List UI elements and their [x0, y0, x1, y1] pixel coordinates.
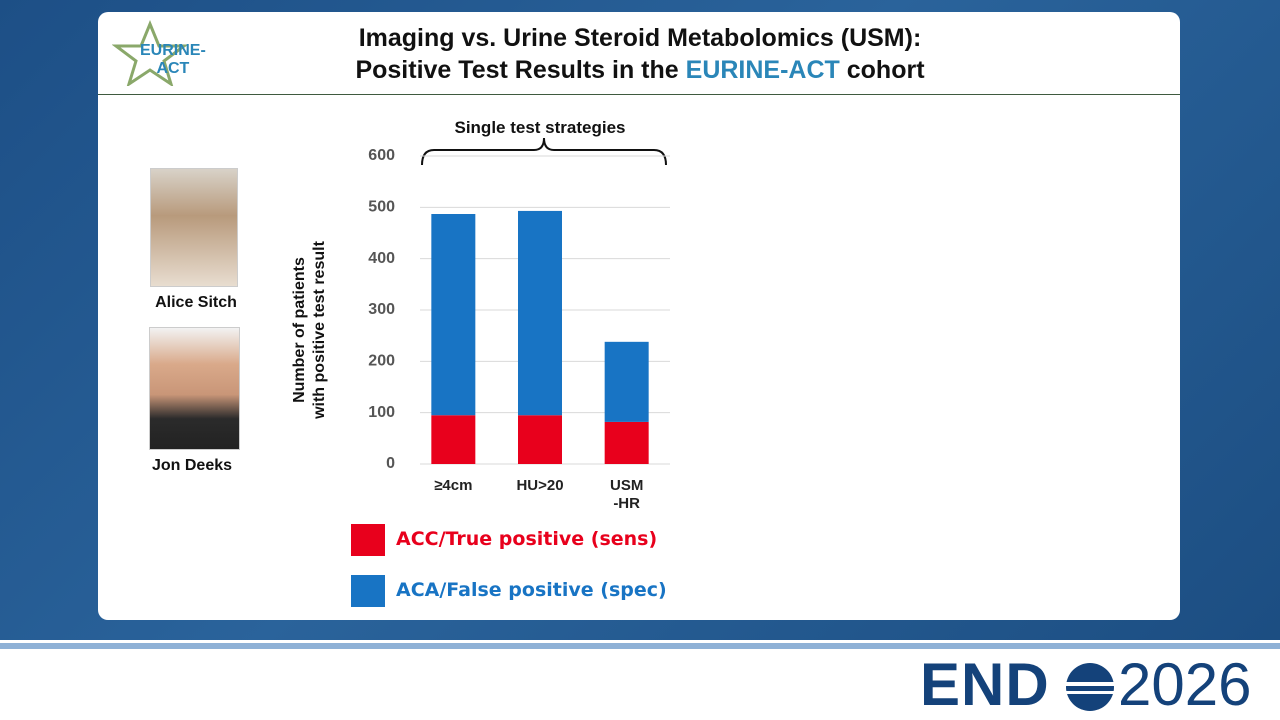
title-text: Positive Test Results in the — [355, 56, 686, 84]
chart: 0 100 200 300 400 500 600 — [368, 137, 670, 472]
bar-segment — [604, 341, 649, 422]
footer — [0, 640, 1280, 720]
y-tick-label: 200 — [368, 353, 395, 370]
logo-star — [112, 20, 189, 86]
year: 2026 — [1118, 651, 1252, 718]
photo — [150, 168, 238, 287]
legend-swatch — [351, 524, 385, 556]
y-tick-label: 100 — [368, 404, 395, 421]
x-tick-label: USM -HR — [609, 477, 644, 512]
legend-label: ACA/False positive (spec) — [396, 579, 667, 601]
photo — [149, 327, 240, 450]
title-text: cohort — [839, 56, 925, 84]
title-line: Positive Test Results in the EURINE-ACT … — [240, 56, 1040, 85]
x-tick-label: HU>20 — [516, 477, 564, 494]
footer-line — [0, 643, 1280, 649]
legend-label: ACC/True positive (sens) — [396, 528, 658, 550]
y-axis-label: Number of patients with positive test re… — [291, 241, 328, 419]
title-highlight: EURINE-ACT — [685, 56, 840, 84]
brace — [421, 137, 667, 166]
bar-segment — [518, 415, 562, 464]
y-tick-label: 400 — [368, 250, 395, 267]
brand-globe — [1066, 663, 1114, 711]
brand: END — [920, 651, 1050, 718]
x-tick-label: ≥4cm — [434, 477, 473, 494]
card — [98, 12, 1180, 620]
y-tick-label: 600 — [368, 147, 395, 164]
divider — [98, 94, 1180, 95]
y-tick-label: 300 — [368, 301, 395, 318]
bar-segment — [604, 421, 649, 464]
bar-segment — [431, 415, 476, 464]
title-line: Imaging vs. Urine Steroid Metabolomics (… — [358, 24, 922, 52]
bar-segment — [518, 210, 562, 416]
bar-segment — [431, 214, 476, 416]
legend-swatch — [351, 575, 385, 607]
y-tick-label: 500 — [368, 199, 395, 216]
y-tick-label: 0 — [386, 455, 395, 472]
annotation: Single test strategies — [454, 118, 626, 137]
person-name: Alice Sitch — [155, 294, 237, 311]
logo-text: EURINE- ACT — [140, 42, 206, 77]
person-name: Jon Deeks — [151, 457, 233, 474]
